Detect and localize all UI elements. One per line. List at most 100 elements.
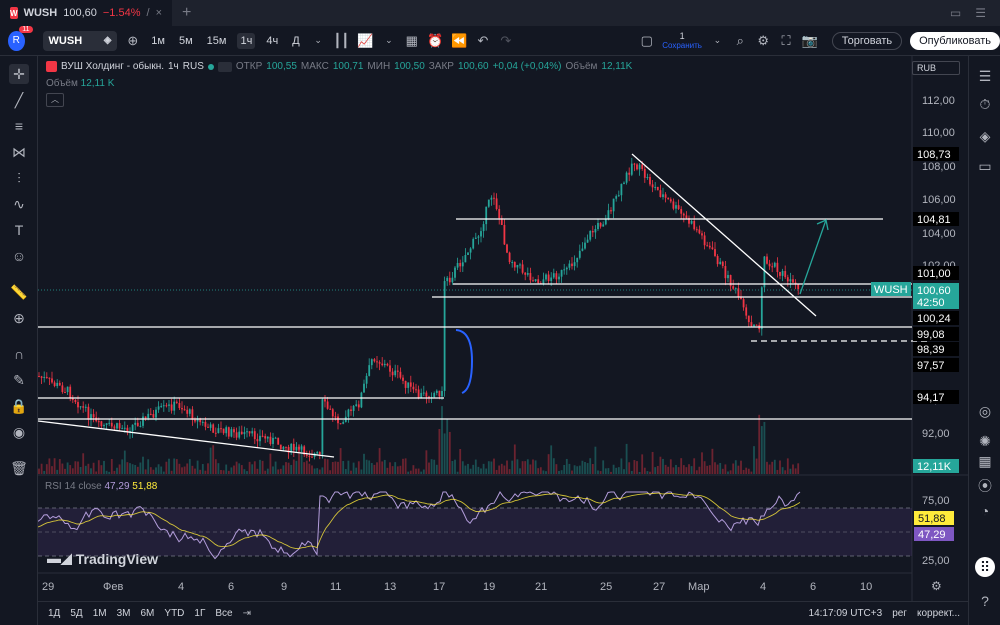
text-icon[interactable]: T bbox=[14, 222, 24, 238]
volume-bar bbox=[485, 468, 488, 474]
range-all[interactable]: Все bbox=[215, 608, 233, 619]
help-icon[interactable]: ? bbox=[981, 593, 989, 609]
trendline-icon[interactable]: ╱ bbox=[14, 92, 24, 108]
range-1y[interactable]: 1Г bbox=[194, 608, 206, 619]
session-select[interactable]: рег bbox=[892, 608, 907, 619]
compare-add-icon[interactable]: ⊕ bbox=[127, 32, 139, 48]
volume-legend[interactable]: Объём 12,11 K bbox=[46, 78, 114, 89]
zoom-icon[interactable]: ⊕ bbox=[13, 310, 25, 326]
watchlist-icon[interactable]: ☰ bbox=[978, 68, 992, 84]
window-layout-icon[interactable]: ▭ bbox=[949, 6, 962, 20]
timeframe-4h[interactable]: 4ч bbox=[266, 34, 279, 47]
calendar-icon[interactable]: ▦ bbox=[978, 453, 992, 469]
hotlist-icon[interactable]: ◎ bbox=[978, 403, 992, 419]
currency-select[interactable]: RUB bbox=[912, 61, 960, 75]
replay-icon[interactable]: ⏪ bbox=[451, 32, 468, 48]
tradingview-logo: ▬◢ TradingView bbox=[47, 550, 158, 567]
legend-name: ВУШ Холдинг - обыкн. bbox=[61, 61, 164, 72]
chart-area[interactable]: 112,00110,00108,00106,00104,00102,0098,0… bbox=[37, 56, 968, 601]
volume-bar bbox=[511, 460, 514, 474]
volume-bar bbox=[477, 466, 480, 474]
redo-icon[interactable]: ↷ bbox=[500, 32, 512, 48]
layers-icon[interactable]: ◈ bbox=[979, 128, 991, 144]
lock-icon[interactable]: 🔒 bbox=[10, 398, 28, 414]
indicators-icon[interactable]: 📈 bbox=[357, 32, 374, 48]
undo-icon[interactable]: ↶ bbox=[477, 32, 489, 48]
range-5d[interactable]: 5Д bbox=[70, 608, 83, 619]
ruler-icon[interactable]: 📏 bbox=[10, 284, 28, 300]
volume-bar bbox=[194, 468, 196, 474]
price-tag-bg bbox=[913, 390, 959, 404]
range-3m[interactable]: 3М bbox=[116, 608, 131, 619]
templates-icon[interactable]: ⌄ bbox=[385, 35, 393, 45]
range-ytd[interactable]: YTD bbox=[164, 608, 185, 619]
trash-icon[interactable]: 🗑 bbox=[10, 460, 28, 476]
rsi-line bbox=[37, 491, 801, 560]
symbol-search-input[interactable]: WUSH ◈ bbox=[42, 30, 118, 51]
timeframe-15m[interactable]: 15м bbox=[206, 34, 227, 47]
legend-wave-icon[interactable] bbox=[217, 61, 232, 72]
range-1m[interactable]: 1М bbox=[92, 608, 107, 619]
save-layout-button[interactable]: 1 Сохранить bbox=[662, 31, 702, 51]
goto-date-icon[interactable]: ⇥ bbox=[242, 608, 252, 619]
candle-body bbox=[747, 315, 750, 323]
rsi-legend[interactable]: RSI 14 close 47,29 51,88 bbox=[45, 481, 157, 492]
layout-grid-icon[interactable]: ▦ bbox=[405, 32, 418, 48]
candle-body bbox=[82, 406, 85, 408]
collapse-legend-icon[interactable]: ︿ bbox=[46, 93, 64, 107]
candle-body bbox=[503, 224, 506, 245]
volume-bar bbox=[290, 464, 293, 474]
candle-body bbox=[253, 431, 256, 440]
brush-icon[interactable]: ∿ bbox=[13, 196, 25, 212]
timeframe-1m[interactable]: 1м bbox=[151, 34, 165, 47]
adjustment-select[interactable]: коррект... bbox=[916, 608, 960, 619]
candle-type-icon[interactable]: ┃┃ bbox=[333, 32, 350, 48]
new-tab-icon[interactable]: + bbox=[182, 4, 192, 21]
layout-select-icon[interactable]: ▢ bbox=[640, 32, 653, 48]
camera-icon[interactable]: 📷 bbox=[801, 32, 818, 48]
timeframe-5m[interactable]: 5м bbox=[178, 34, 193, 47]
apps-grid-icon[interactable]: ⠿ bbox=[975, 557, 995, 577]
lock-pen-icon[interactable]: ✎ bbox=[13, 372, 25, 388]
volume-bar bbox=[422, 469, 425, 474]
save-dropdown-icon[interactable]: ⌄ bbox=[713, 35, 722, 45]
timeframe-dropdown-icon[interactable]: ⌄ bbox=[314, 35, 322, 45]
volume-bar bbox=[113, 470, 116, 474]
volume-bar bbox=[719, 462, 722, 474]
chart-tab[interactable]: W WUSH 100,60 −1.54% / × bbox=[0, 0, 172, 26]
magnet-icon[interactable]: ∩ bbox=[13, 346, 25, 362]
fullscreen-icon[interactable]: ⛶ bbox=[781, 32, 791, 48]
avatar[interactable]: R 11 bbox=[8, 25, 33, 51]
fib-icon[interactable]: ≡ bbox=[14, 118, 24, 134]
tab-close-icon[interactable]: × bbox=[155, 7, 162, 19]
range-6m[interactable]: 6М bbox=[140, 608, 155, 619]
eye-icon[interactable]: ◉ bbox=[12, 424, 26, 440]
candle-body bbox=[318, 451, 321, 455]
publish-button[interactable]: Опубликовать bbox=[910, 31, 1000, 50]
window-menu-icon[interactable]: ☰ bbox=[975, 6, 986, 20]
volume-bar bbox=[136, 466, 139, 474]
ideas-icon[interactable]: ✺ bbox=[979, 433, 991, 449]
volume-bar bbox=[651, 451, 654, 474]
alert-add-icon[interactable]: ⏰ bbox=[427, 32, 444, 48]
alerts-clock-icon[interactable]: ⏱ bbox=[979, 96, 991, 112]
chat-icon[interactable]: ▭ bbox=[978, 158, 992, 174]
clock-time[interactable]: 14:17:09 UTC+3 bbox=[808, 608, 883, 619]
crosshair-icon[interactable]: ✛ bbox=[9, 64, 29, 84]
settings-gear-icon[interactable]: ⚙ bbox=[757, 32, 770, 48]
trade-button[interactable]: Торговать bbox=[831, 31, 903, 50]
blue-bracket bbox=[455, 329, 474, 394]
emoji-icon[interactable]: ☺ bbox=[11, 248, 27, 264]
timeframe-1d[interactable]: Д bbox=[292, 34, 300, 47]
symbol-legend[interactable]: ВУШ Холдинг - обыкн. 1ч RUS ОТКР 100,55 … bbox=[46, 61, 632, 72]
pattern-icon[interactable]: ⋈ bbox=[12, 144, 26, 160]
quick-search-icon[interactable]: ⌕ bbox=[736, 32, 744, 48]
notifications-icon[interactable]: ◔ bbox=[980, 503, 990, 519]
timeframe-1h[interactable]: 1ч bbox=[237, 32, 256, 49]
streams-icon[interactable]: ⦿ bbox=[978, 478, 992, 494]
chart-svg[interactable]: 112,00110,00108,00106,00104,00102,0098,0… bbox=[37, 56, 968, 601]
symbol-info-icon[interactable]: ◈ bbox=[103, 35, 112, 46]
projection-icon[interactable]: ⫶ bbox=[17, 170, 21, 186]
candle-body bbox=[792, 279, 794, 283]
range-1d[interactable]: 1Д bbox=[48, 608, 61, 619]
